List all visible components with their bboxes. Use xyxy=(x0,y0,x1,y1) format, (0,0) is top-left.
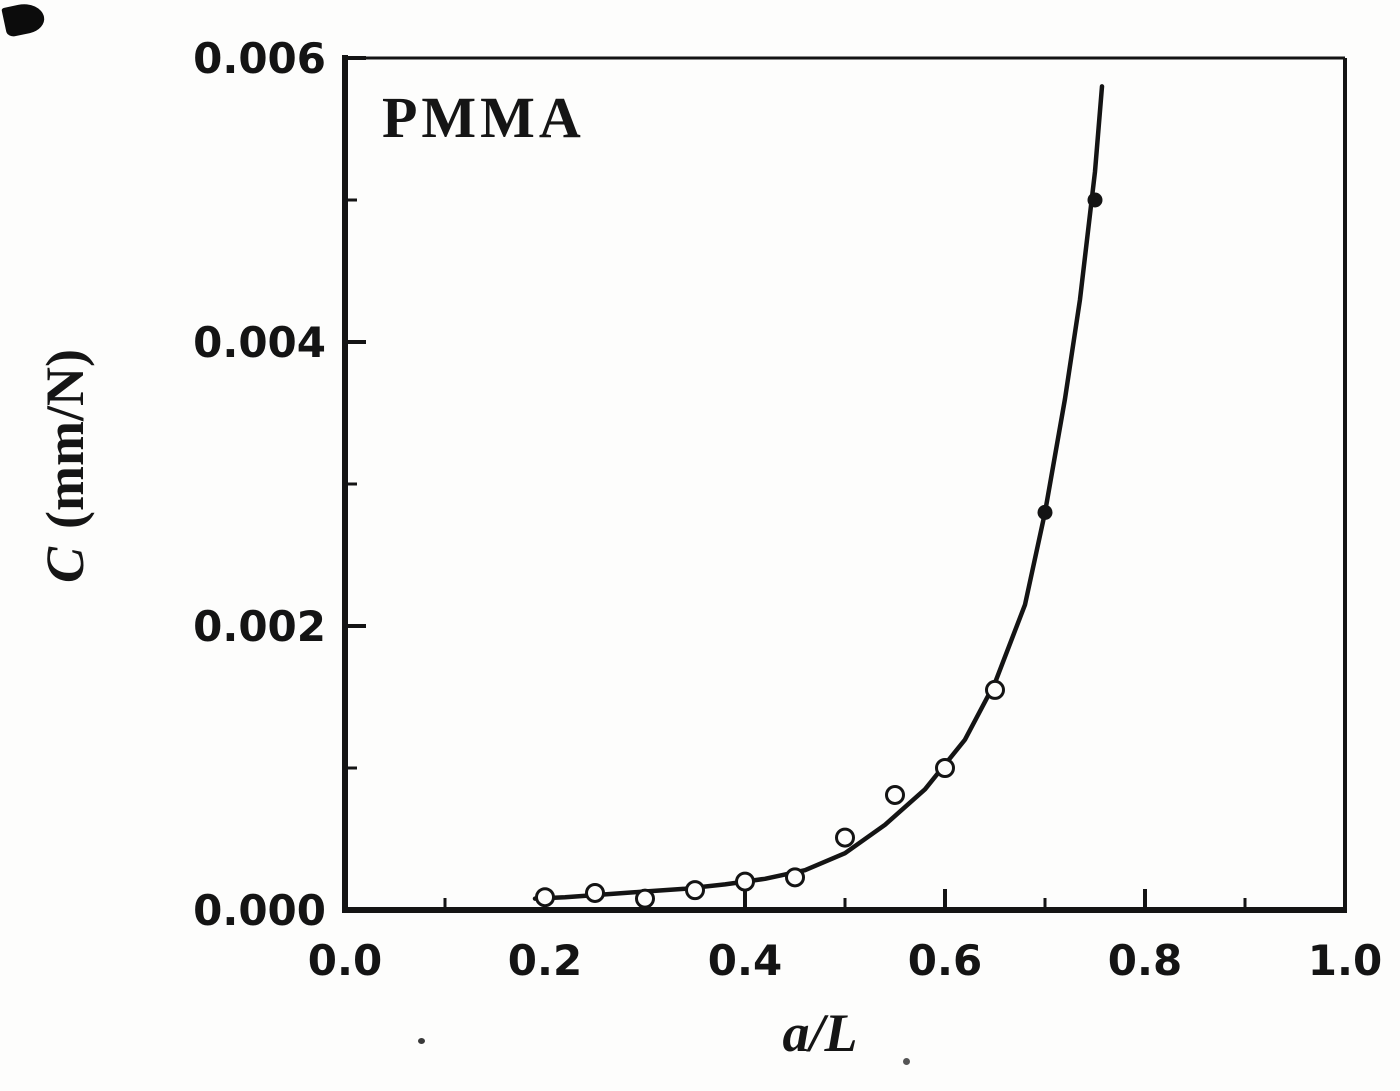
y-tick-label: 0.004 xyxy=(193,318,326,367)
data-point-open-circle xyxy=(935,758,955,778)
data-point-open-circle xyxy=(885,784,905,805)
y-tick-label: 0.000 xyxy=(193,886,326,935)
data-point-open-circle xyxy=(685,880,705,901)
data-point-filled-circle xyxy=(1087,192,1103,208)
x-tick-label: 0.0 xyxy=(308,936,382,985)
scan-artifact-speck xyxy=(418,1038,425,1044)
x-tick-label: 0.2 xyxy=(508,936,582,985)
plot-title: PMMA xyxy=(382,85,585,150)
data-point-filled-circle xyxy=(1037,504,1053,520)
y-axis-label: C (mm/N) xyxy=(34,186,96,746)
scan-artifact-speck xyxy=(903,1058,910,1065)
x-axis-label: a/L xyxy=(782,1003,858,1063)
data-point-open-circle xyxy=(585,882,605,903)
x-tick-label: 1.0 xyxy=(1308,936,1382,985)
data-point-open-circle xyxy=(535,887,555,908)
x-tick-label: 0.6 xyxy=(908,936,982,985)
y-tick-label: 0.002 xyxy=(193,602,326,651)
y-axis-symbol: C xyxy=(35,546,95,583)
data-point-open-circle xyxy=(985,679,1005,700)
x-tick-label: 0.8 xyxy=(1108,936,1182,985)
x-tick-label: 0.4 xyxy=(708,936,782,985)
data-point-open-circle xyxy=(835,827,855,848)
fit-curve xyxy=(532,84,1105,901)
y-tick-label: 0.006 xyxy=(193,34,326,83)
data-point-open-circle xyxy=(635,888,655,909)
data-point-open-circle xyxy=(735,871,755,892)
y-axis-units: (mm/N) xyxy=(35,349,95,529)
data-point-open-circle xyxy=(785,867,805,888)
